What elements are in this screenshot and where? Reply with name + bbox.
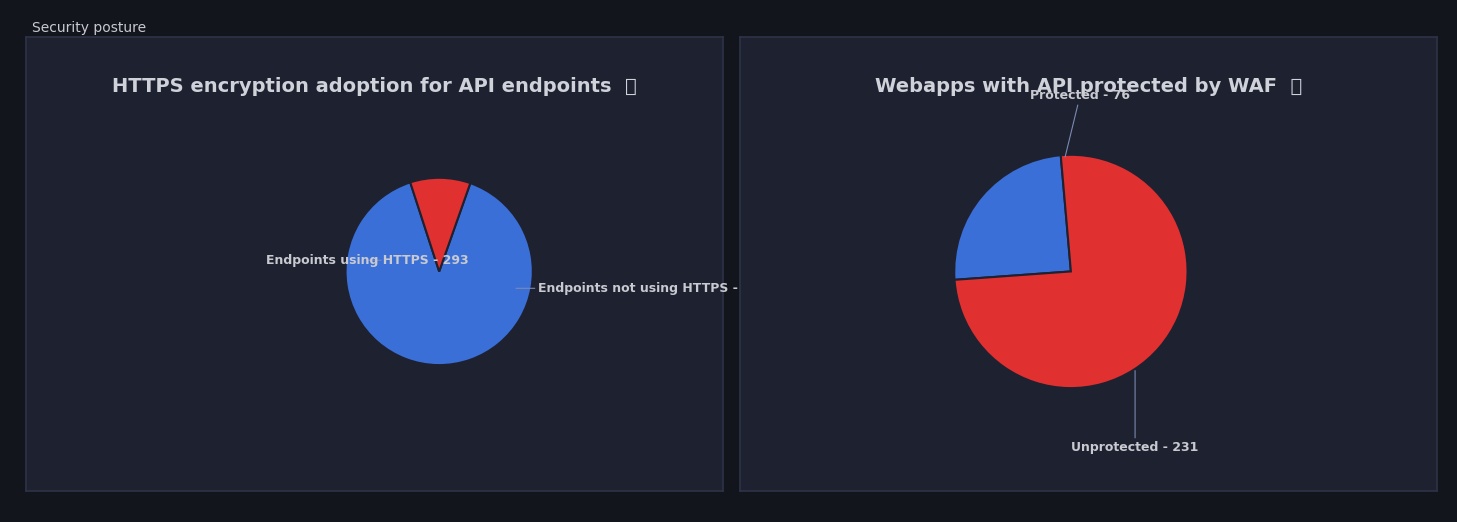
Text: Endpoints using HTTPS - 293: Endpoints using HTTPS - 293 — [267, 254, 469, 267]
Text: Endpoints not using HTTPS - 34: Endpoints not using HTTPS - 34 — [516, 282, 759, 295]
Text: Protected - 76: Protected - 76 — [1030, 89, 1131, 157]
Wedge shape — [411, 178, 471, 271]
Text: HTTPS encryption adoption for API endpoints  ⓘ: HTTPS encryption adoption for API endpoi… — [112, 77, 637, 97]
Wedge shape — [345, 182, 533, 365]
Text: Webapps with API protected by WAF  ⓘ: Webapps with API protected by WAF ⓘ — [874, 77, 1303, 97]
Wedge shape — [954, 155, 1187, 388]
Text: Security posture: Security posture — [32, 21, 146, 35]
Text: Unprotected - 231: Unprotected - 231 — [1071, 371, 1199, 454]
Wedge shape — [954, 155, 1071, 280]
